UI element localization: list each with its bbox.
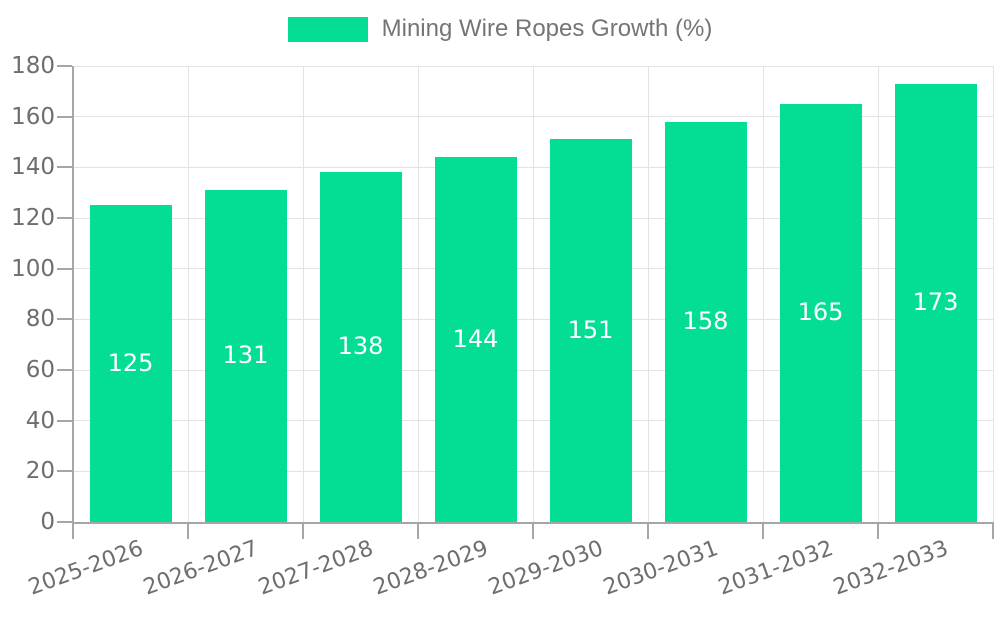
y-axis-tick-label: 100 [11, 255, 55, 282]
y-axis-tick-label: 180 [11, 53, 55, 79]
y-axis [72, 66, 74, 522]
y-axis-tick-label: 80 [25, 306, 55, 333]
y-axis-tick-label: 0 [40, 509, 55, 535]
y-axis-tick-label: 160 [11, 103, 55, 130]
bar[interactable]: 131 [204, 190, 287, 522]
y-axis-tick [57, 470, 72, 473]
bar-value-label: 158 [682, 306, 729, 335]
bar[interactable]: 158 [664, 121, 747, 522]
vertical-gridline [992, 66, 994, 522]
legend-label: Mining Wire Ropes Growth (%) [381, 15, 713, 42]
x-axis-tick [647, 522, 649, 539]
plot-area: 0 20 40 60 80 100 120 140 160 180 125 2025-2026 131 2… [11, 53, 994, 601]
y-axis-tick [57, 217, 72, 219]
legend-swatch-icon [287, 16, 368, 42]
x-axis-tick [532, 522, 534, 539]
bar-value-label: 125 [107, 348, 154, 377]
bar[interactable]: 151 [549, 139, 632, 522]
bar-chart: Mining Wire Ropes Growth (%) 0 20 40 60 80 10… [0, 14, 1000, 601]
bar[interactable]: 173 [894, 83, 977, 522]
bar-value-label: 173 [912, 287, 959, 316]
y-axis-tick [57, 267, 72, 270]
x-axis-tick [72, 522, 74, 539]
bar-value-label: 144 [452, 324, 499, 353]
bar[interactable]: 165 [779, 104, 862, 522]
vertical-gridline [417, 66, 419, 522]
bar[interactable]: 125 [89, 205, 172, 522]
vertical-gridline [877, 66, 879, 522]
y-axis-tick [57, 419, 72, 422]
vertical-gridline [532, 66, 534, 522]
y-axis-tick-label: 140 [11, 154, 55, 181]
y-axis-tick-label: 40 [25, 407, 55, 434]
vertical-gridline [187, 66, 189, 522]
bar-value-label: 138 [337, 332, 384, 361]
legend-item-mining-wire-ropes[interactable]: Mining Wire Ropes Growth (%) [287, 15, 713, 43]
y-axis-tick [57, 521, 72, 523]
x-axis-tick [187, 522, 189, 539]
y-axis-tick-label: 120 [11, 205, 55, 231]
y-axis-tick [57, 318, 72, 321]
chart-legend: Mining Wire Ropes Growth (%) [0, 14, 1000, 44]
bar-value-label: 131 [222, 341, 269, 370]
bar[interactable]: 144 [434, 157, 517, 522]
y-axis-tick [57, 166, 72, 169]
y-axis-tick [57, 65, 72, 67]
y-axis-tick [57, 369, 72, 371]
bar-value-label: 151 [567, 315, 614, 344]
x-axis-tick [992, 522, 994, 539]
vertical-gridline [302, 66, 304, 522]
y-axis-tick [57, 115, 72, 118]
x-axis-tick [302, 522, 304, 539]
vertical-gridline [762, 66, 764, 522]
bar-value-label: 165 [797, 298, 844, 326]
y-axis-tick-label: 20 [25, 458, 55, 485]
y-axis-tick-label: 60 [25, 357, 55, 383]
x-axis-tick [762, 522, 764, 539]
vertical-gridline [647, 66, 649, 522]
x-axis-tick [877, 522, 879, 539]
bar[interactable]: 138 [319, 172, 402, 522]
x-axis-tick [417, 522, 419, 539]
